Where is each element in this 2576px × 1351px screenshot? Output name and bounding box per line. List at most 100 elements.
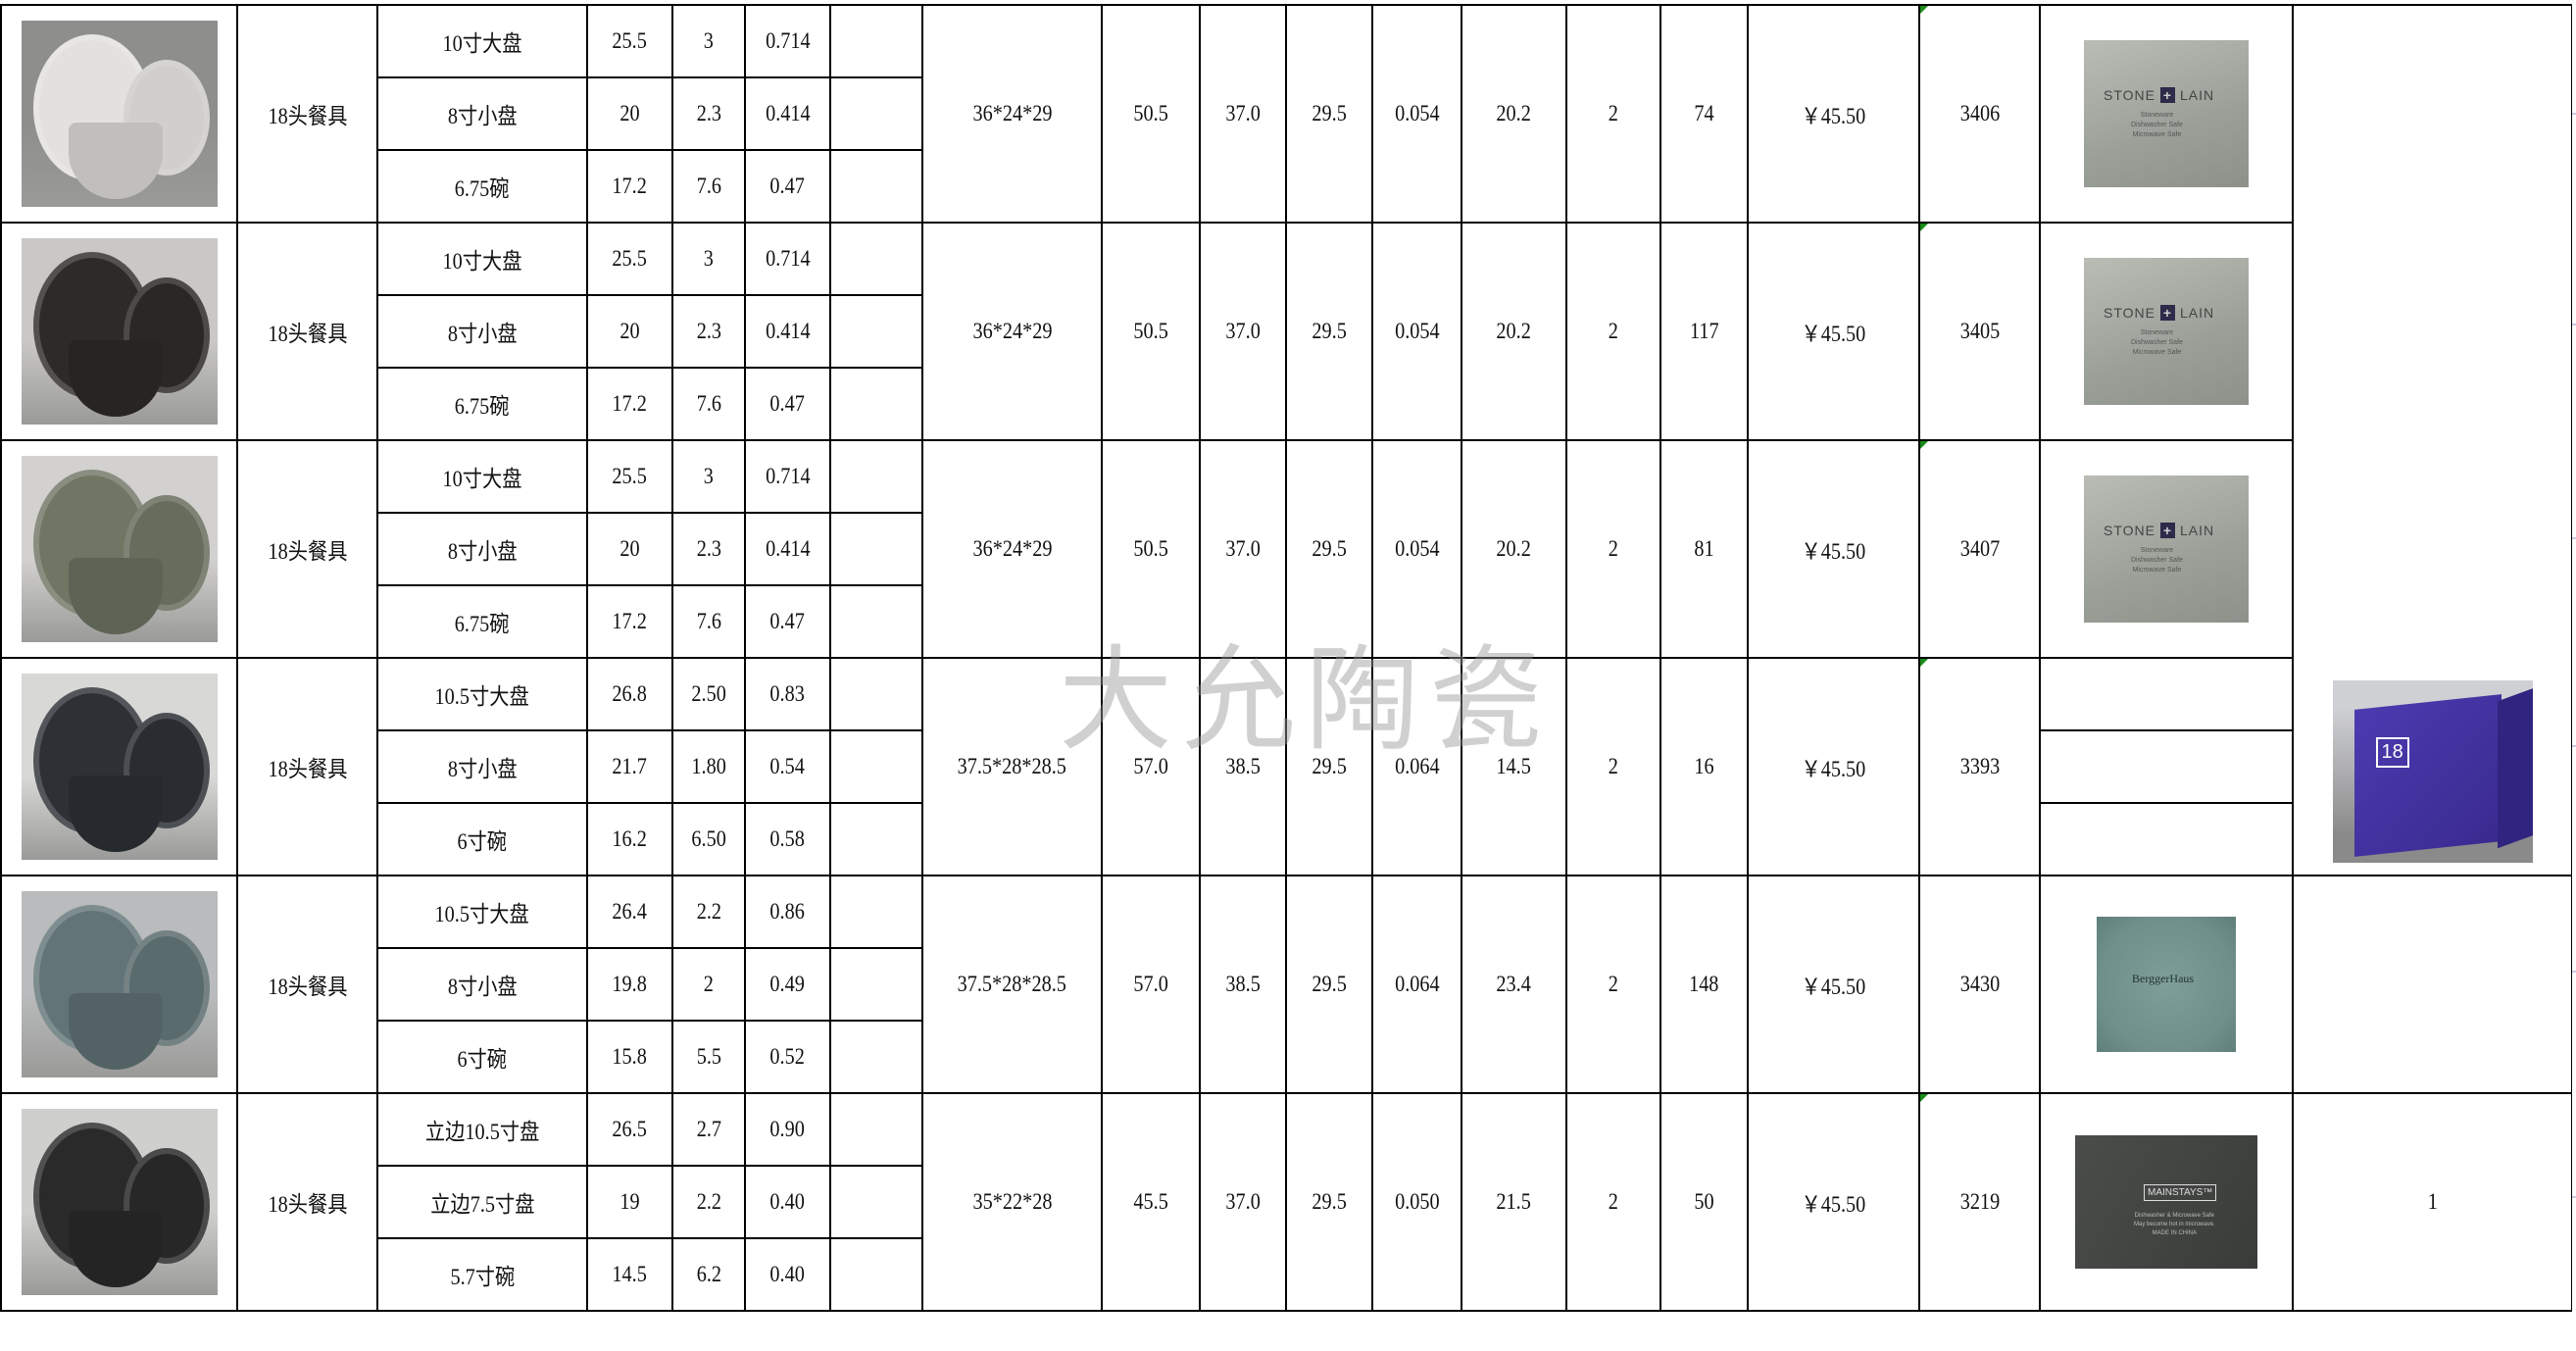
carton-length-cell[interactable]: 50.5 <box>1101 439 1201 659</box>
item-empty-cell[interactable] <box>829 76 923 151</box>
product-image-cell[interactable] <box>0 1092 238 1312</box>
carton-height-cell[interactable]: 29.5 <box>1285 4 1373 224</box>
item-weight-cell[interactable]: 0.40 <box>744 1237 831 1312</box>
item-name-cell[interactable]: 10.5寸大盘 <box>376 875 588 949</box>
volume-cell[interactable]: 0.064 <box>1371 875 1462 1094</box>
brand-image-cell[interactable] <box>2039 729 2294 804</box>
item-diameter-cell[interactable]: 20 <box>586 294 673 369</box>
quantity-cell[interactable]: 148 <box>1660 875 1749 1094</box>
item-height-cell[interactable]: 2.2 <box>671 875 746 949</box>
code-cell[interactable]: 3406 <box>1918 4 2041 224</box>
item-name-cell[interactable]: 8寸小盘 <box>376 947 588 1022</box>
item-weight-cell[interactable]: 0.414 <box>744 294 831 369</box>
item-weight-cell[interactable]: 0.47 <box>744 149 831 224</box>
sets-per-carton-cell[interactable]: 2 <box>1565 657 1661 876</box>
price-cell[interactable]: ￥45.50 <box>1747 1092 1920 1312</box>
set-name-cell[interactable]: 18头餐具 <box>236 1092 378 1312</box>
quantity-cell[interactable]: 50 <box>1660 1092 1749 1312</box>
item-height-cell[interactable]: 3 <box>671 439 746 514</box>
item-diameter-cell[interactable]: 20 <box>586 76 673 151</box>
carton-size-cell[interactable]: 37.5*28*28.5 <box>921 657 1103 876</box>
sets-per-carton-cell[interactable]: 2 <box>1565 222 1661 441</box>
sets-per-carton-cell[interactable]: 2 <box>1565 875 1661 1094</box>
price-cell[interactable]: ￥45.50 <box>1747 4 1920 224</box>
set-name-cell[interactable]: 18头餐具 <box>236 657 378 876</box>
volume-cell[interactable]: 0.054 <box>1371 4 1462 224</box>
product-image-cell[interactable] <box>0 4 238 224</box>
carton-length-cell[interactable]: 50.5 <box>1101 4 1201 224</box>
item-empty-cell[interactable] <box>829 1020 923 1094</box>
carton-width-cell[interactable]: 38.5 <box>1199 875 1287 1094</box>
item-weight-cell[interactable]: 0.47 <box>744 367 831 441</box>
item-height-cell[interactable]: 2.7 <box>671 1092 746 1167</box>
brand-image-cell[interactable]: MAINSTAYS™ Dishwasher & Microwave Safe May… <box>2039 1092 2294 1312</box>
item-height-cell[interactable]: 2.3 <box>671 512 746 586</box>
item-diameter-cell[interactable]: 17.2 <box>586 584 673 659</box>
volume-cell[interactable]: 0.054 <box>1371 439 1462 659</box>
item-height-cell[interactable]: 6.2 <box>671 1237 746 1312</box>
item-weight-cell[interactable]: 0.414 <box>744 76 831 151</box>
item-name-cell[interactable]: 10寸大盘 <box>376 439 588 514</box>
item-name-cell[interactable]: 6寸碗 <box>376 802 588 876</box>
volume-cell[interactable]: 0.064 <box>1371 657 1462 876</box>
brand-image-cell[interactable]: STONE + LAIN Stoneware Dishwasher Safe Micr… <box>2039 222 2294 441</box>
item-diameter-cell[interactable]: 16.2 <box>586 802 673 876</box>
item-name-cell[interactable]: 6寸碗 <box>376 1020 588 1094</box>
item-weight-cell[interactable]: 0.49 <box>744 947 831 1022</box>
code-cell[interactable]: 3407 <box>1918 439 2041 659</box>
item-height-cell[interactable]: 2.3 <box>671 76 746 151</box>
item-weight-cell[interactable]: 0.58 <box>744 802 831 876</box>
carton-height-cell[interactable]: 29.5 <box>1285 439 1373 659</box>
item-weight-cell[interactable]: 0.47 <box>744 584 831 659</box>
gross-weight-cell[interactable]: 20.2 <box>1461 4 1567 224</box>
item-diameter-cell[interactable]: 19.8 <box>586 947 673 1022</box>
quantity-cell[interactable]: 16 <box>1660 657 1749 876</box>
carton-size-cell[interactable]: 37.5*28*28.5 <box>921 875 1103 1094</box>
set-name-cell[interactable]: 18头餐具 <box>236 875 378 1094</box>
item-empty-cell[interactable] <box>829 4 923 78</box>
gross-weight-cell[interactable]: 23.4 <box>1461 875 1567 1094</box>
carton-width-cell[interactable]: 37.0 <box>1199 222 1287 441</box>
quantity-cell[interactable]: 81 <box>1660 439 1749 659</box>
carton-size-cell[interactable]: 36*24*29 <box>921 439 1103 659</box>
item-weight-cell[interactable]: 0.714 <box>744 222 831 296</box>
item-empty-cell[interactable] <box>829 1092 923 1167</box>
price-cell[interactable]: ￥45.50 <box>1747 657 1920 876</box>
item-height-cell[interactable]: 7.6 <box>671 584 746 659</box>
item-empty-cell[interactable] <box>829 439 923 514</box>
item-diameter-cell[interactable]: 17.2 <box>586 367 673 441</box>
item-name-cell[interactable]: 10寸大盘 <box>376 4 588 78</box>
item-height-cell[interactable]: 3 <box>671 4 746 78</box>
item-name-cell[interactable]: 立边10.5寸盘 <box>376 1092 588 1167</box>
item-weight-cell[interactable]: 0.54 <box>744 729 831 804</box>
item-weight-cell[interactable]: 0.414 <box>744 512 831 586</box>
item-diameter-cell[interactable]: 15.8 <box>586 1020 673 1094</box>
item-height-cell[interactable]: 2 <box>671 947 746 1022</box>
price-cell[interactable]: ￥45.50 <box>1747 222 1920 441</box>
carton-height-cell[interactable]: 29.5 <box>1285 1092 1373 1312</box>
gross-weight-cell[interactable]: 21.5 <box>1461 1092 1567 1312</box>
item-height-cell[interactable]: 3 <box>671 222 746 296</box>
item-height-cell[interactable]: 7.6 <box>671 149 746 224</box>
carton-size-cell[interactable]: 35*22*28 <box>921 1092 1103 1312</box>
item-diameter-cell[interactable]: 19 <box>586 1165 673 1239</box>
packaging-image-cell[interactable]: 18 <box>2292 4 2573 876</box>
quantity-cell[interactable]: 74 <box>1660 4 1749 224</box>
volume-cell[interactable]: 0.050 <box>1371 1092 1462 1312</box>
item-height-cell[interactable]: 2.3 <box>671 294 746 369</box>
last-col-empty-cell[interactable] <box>2292 875 2573 1094</box>
product-image-cell[interactable] <box>0 875 238 1094</box>
item-name-cell[interactable]: 8寸小盘 <box>376 512 588 586</box>
item-empty-cell[interactable] <box>829 802 923 876</box>
item-empty-cell[interactable] <box>829 512 923 586</box>
item-empty-cell[interactable] <box>829 584 923 659</box>
carton-height-cell[interactable]: 29.5 <box>1285 875 1373 1094</box>
item-name-cell[interactable]: 8寸小盘 <box>376 294 588 369</box>
item-name-cell[interactable]: 8寸小盘 <box>376 729 588 804</box>
gross-weight-cell[interactable]: 20.2 <box>1461 439 1567 659</box>
price-cell[interactable]: ￥45.50 <box>1747 439 1920 659</box>
item-name-cell[interactable]: 5.7寸碗 <box>376 1237 588 1312</box>
item-weight-cell[interactable]: 0.83 <box>744 657 831 731</box>
last-col-value-cell[interactable]: 1 <box>2292 1092 2573 1312</box>
brand-image-cell[interactable] <box>2039 657 2294 731</box>
